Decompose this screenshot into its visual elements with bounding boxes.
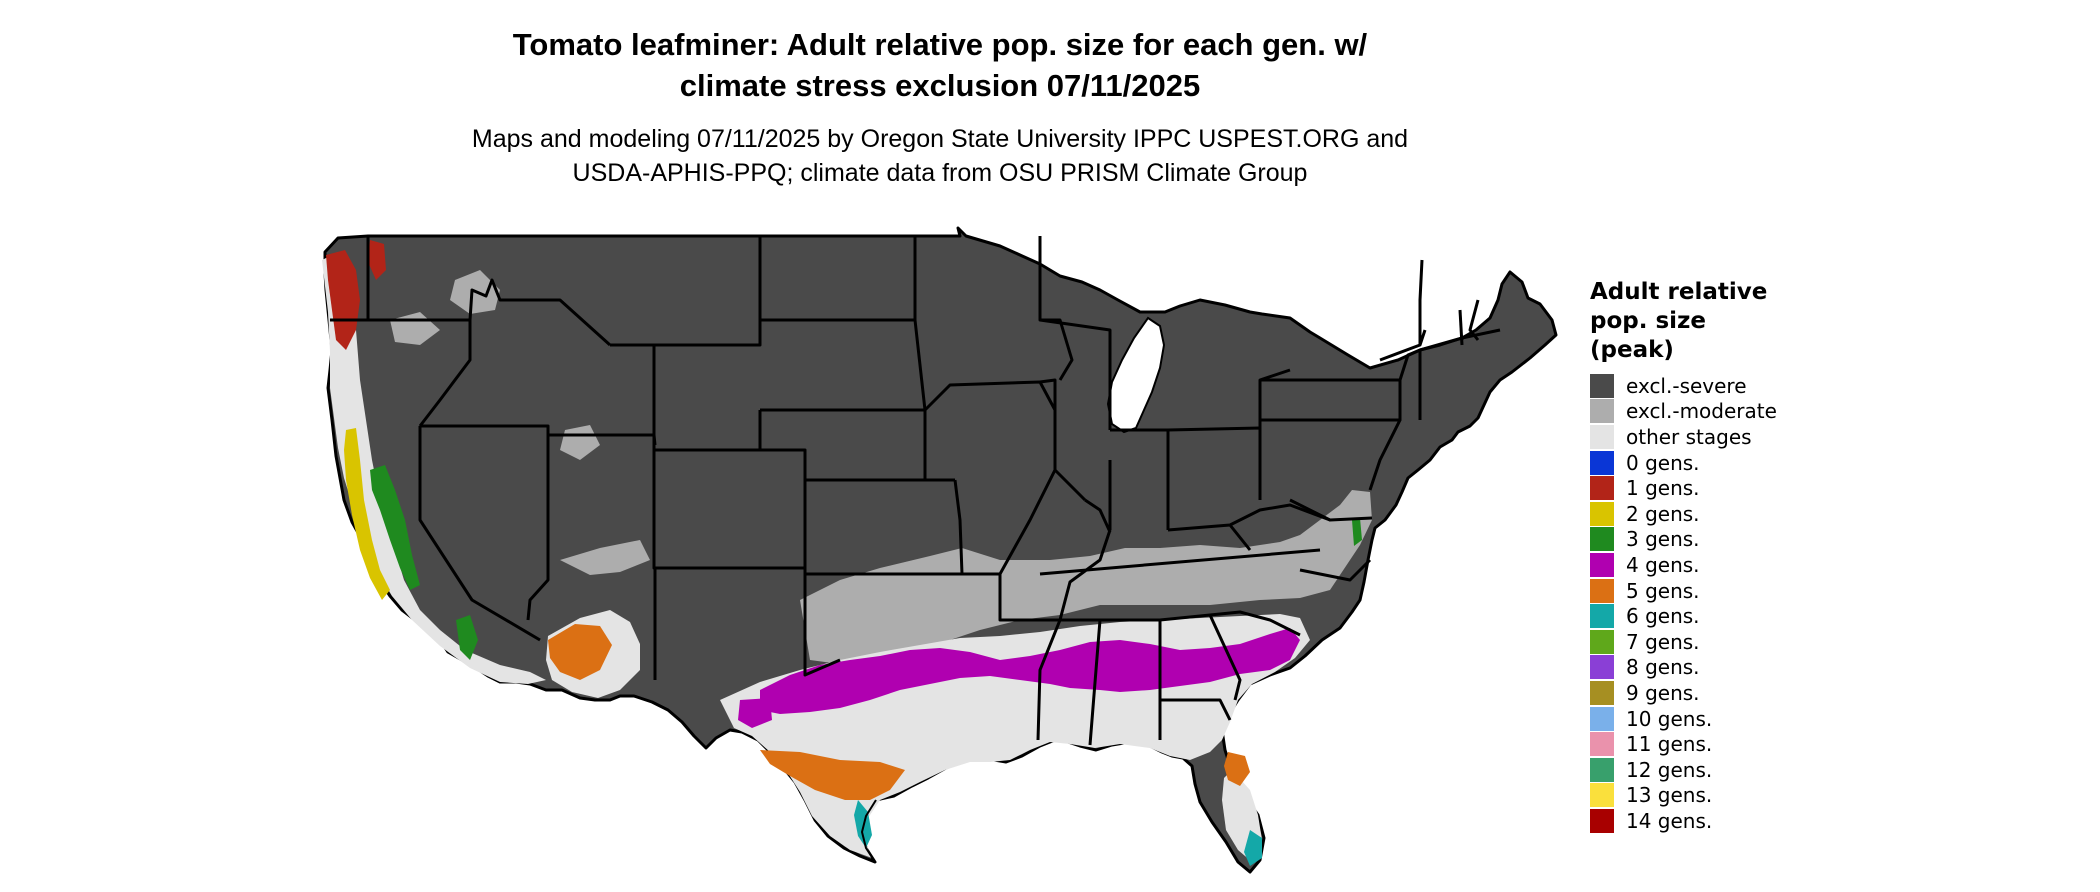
legend-item: 0 gens. bbox=[1590, 450, 1890, 476]
legend-swatch bbox=[1590, 476, 1614, 501]
subtitle-line-2: USDA-APHIS-PPQ; climate data from OSU PR… bbox=[572, 159, 1308, 187]
legend-item: 6 gens. bbox=[1590, 603, 1890, 629]
legend-swatch bbox=[1590, 424, 1614, 449]
legend-swatch bbox=[1590, 757, 1614, 782]
legend-swatch bbox=[1590, 732, 1614, 757]
legend-item: 4 gens. bbox=[1590, 552, 1890, 578]
map-subtitle: Maps and modeling 07/11/2025 by Oregon S… bbox=[340, 122, 1540, 190]
legend-item: 3 gens. bbox=[1590, 527, 1890, 553]
legend-item: 1 gens. bbox=[1590, 475, 1890, 501]
legend-title: Adult relative pop. size (peak) bbox=[1590, 278, 1890, 365]
legend-label: 14 gens. bbox=[1626, 808, 1713, 833]
legend-label: excl.-moderate bbox=[1626, 399, 1777, 424]
us-land-mass bbox=[323, 226, 1558, 874]
legend-title-line-3: (peak) bbox=[1590, 337, 1674, 363]
state-boundaries bbox=[330, 236, 1501, 746]
legend-title-line-1: Adult relative bbox=[1590, 279, 1768, 305]
legend-item: 9 gens. bbox=[1590, 680, 1890, 706]
coastline bbox=[860, 799, 877, 863]
title-line-2: climate stress exclusion 07/11/2025 bbox=[679, 68, 1201, 103]
legend-swatch bbox=[1590, 501, 1614, 526]
legend-label: 10 gens. bbox=[1626, 706, 1713, 731]
legend-swatch bbox=[1590, 629, 1614, 654]
legend-swatch bbox=[1590, 808, 1614, 833]
legend-label: 12 gens. bbox=[1626, 757, 1713, 782]
legend-label: 4 gens. bbox=[1626, 552, 1700, 577]
legend-label: 3 gens. bbox=[1626, 527, 1700, 552]
legend-item: 12 gens. bbox=[1590, 757, 1890, 783]
legend: Adult relative pop. size (peak) excl.-se… bbox=[1590, 278, 1890, 834]
legend-item: other stages bbox=[1590, 424, 1890, 450]
legend-label: 5 gens. bbox=[1626, 578, 1700, 603]
legend-label: 1 gens. bbox=[1626, 476, 1700, 501]
subtitle-line-1: Maps and modeling 07/11/2025 by Oregon S… bbox=[471, 125, 1409, 153]
legend-item: excl.-moderate bbox=[1590, 399, 1890, 425]
legend-label: 2 gens. bbox=[1626, 501, 1700, 526]
legend-swatch bbox=[1590, 680, 1614, 705]
legend-label: 11 gens. bbox=[1626, 732, 1713, 757]
legend-label: excl.-severe bbox=[1626, 373, 1747, 398]
legend-item: excl.-severe bbox=[1590, 373, 1890, 399]
legend-item: 10 gens. bbox=[1590, 706, 1890, 732]
gen-5-areas bbox=[548, 624, 1250, 800]
legend-swatch bbox=[1590, 783, 1614, 808]
legend-item: 5 gens. bbox=[1590, 578, 1890, 604]
gen-6-areas bbox=[854, 800, 1262, 866]
legend-label: 9 gens. bbox=[1626, 680, 1700, 705]
legend-label: 7 gens. bbox=[1626, 629, 1700, 654]
legend-item: 13 gens. bbox=[1590, 783, 1890, 809]
legend-swatch bbox=[1590, 527, 1614, 552]
legend-swatch bbox=[1590, 706, 1614, 731]
legend-label: 0 gens. bbox=[1626, 450, 1700, 475]
gen-4-band bbox=[738, 628, 1300, 728]
gen-2-areas bbox=[344, 428, 390, 600]
gen-1-areas bbox=[326, 240, 386, 350]
legend-item: 11 gens. bbox=[1590, 731, 1890, 757]
legend-swatch bbox=[1590, 399, 1614, 424]
legend-item: 14 gens. bbox=[1590, 808, 1890, 834]
legend-swatch bbox=[1590, 604, 1614, 629]
legend-swatch bbox=[1590, 552, 1614, 577]
legend-label: 6 gens. bbox=[1626, 604, 1700, 629]
legend-swatch bbox=[1590, 373, 1614, 398]
title-line-1: Tomato leafminer: Adult relative pop. si… bbox=[512, 27, 1368, 62]
legend-label: 13 gens. bbox=[1626, 783, 1713, 808]
legend-item: 7 gens. bbox=[1590, 629, 1890, 655]
legend-items: excl.-severe excl.-moderate other stages 0 … bbox=[1590, 373, 1890, 834]
legend-label: 8 gens. bbox=[1626, 655, 1700, 680]
legend-item: 2 gens. bbox=[1590, 501, 1890, 527]
legend-swatch bbox=[1590, 450, 1614, 475]
legend-label: other stages bbox=[1626, 424, 1752, 449]
map-title: Tomato leafminer: Adult relative pop. si… bbox=[340, 24, 1540, 106]
legend-item: 8 gens. bbox=[1590, 655, 1890, 681]
legend-title-line-2: pop. size bbox=[1590, 308, 1707, 334]
gen-3-areas bbox=[370, 465, 1362, 660]
legend-swatch bbox=[1590, 578, 1614, 603]
legend-swatch bbox=[1590, 655, 1614, 680]
